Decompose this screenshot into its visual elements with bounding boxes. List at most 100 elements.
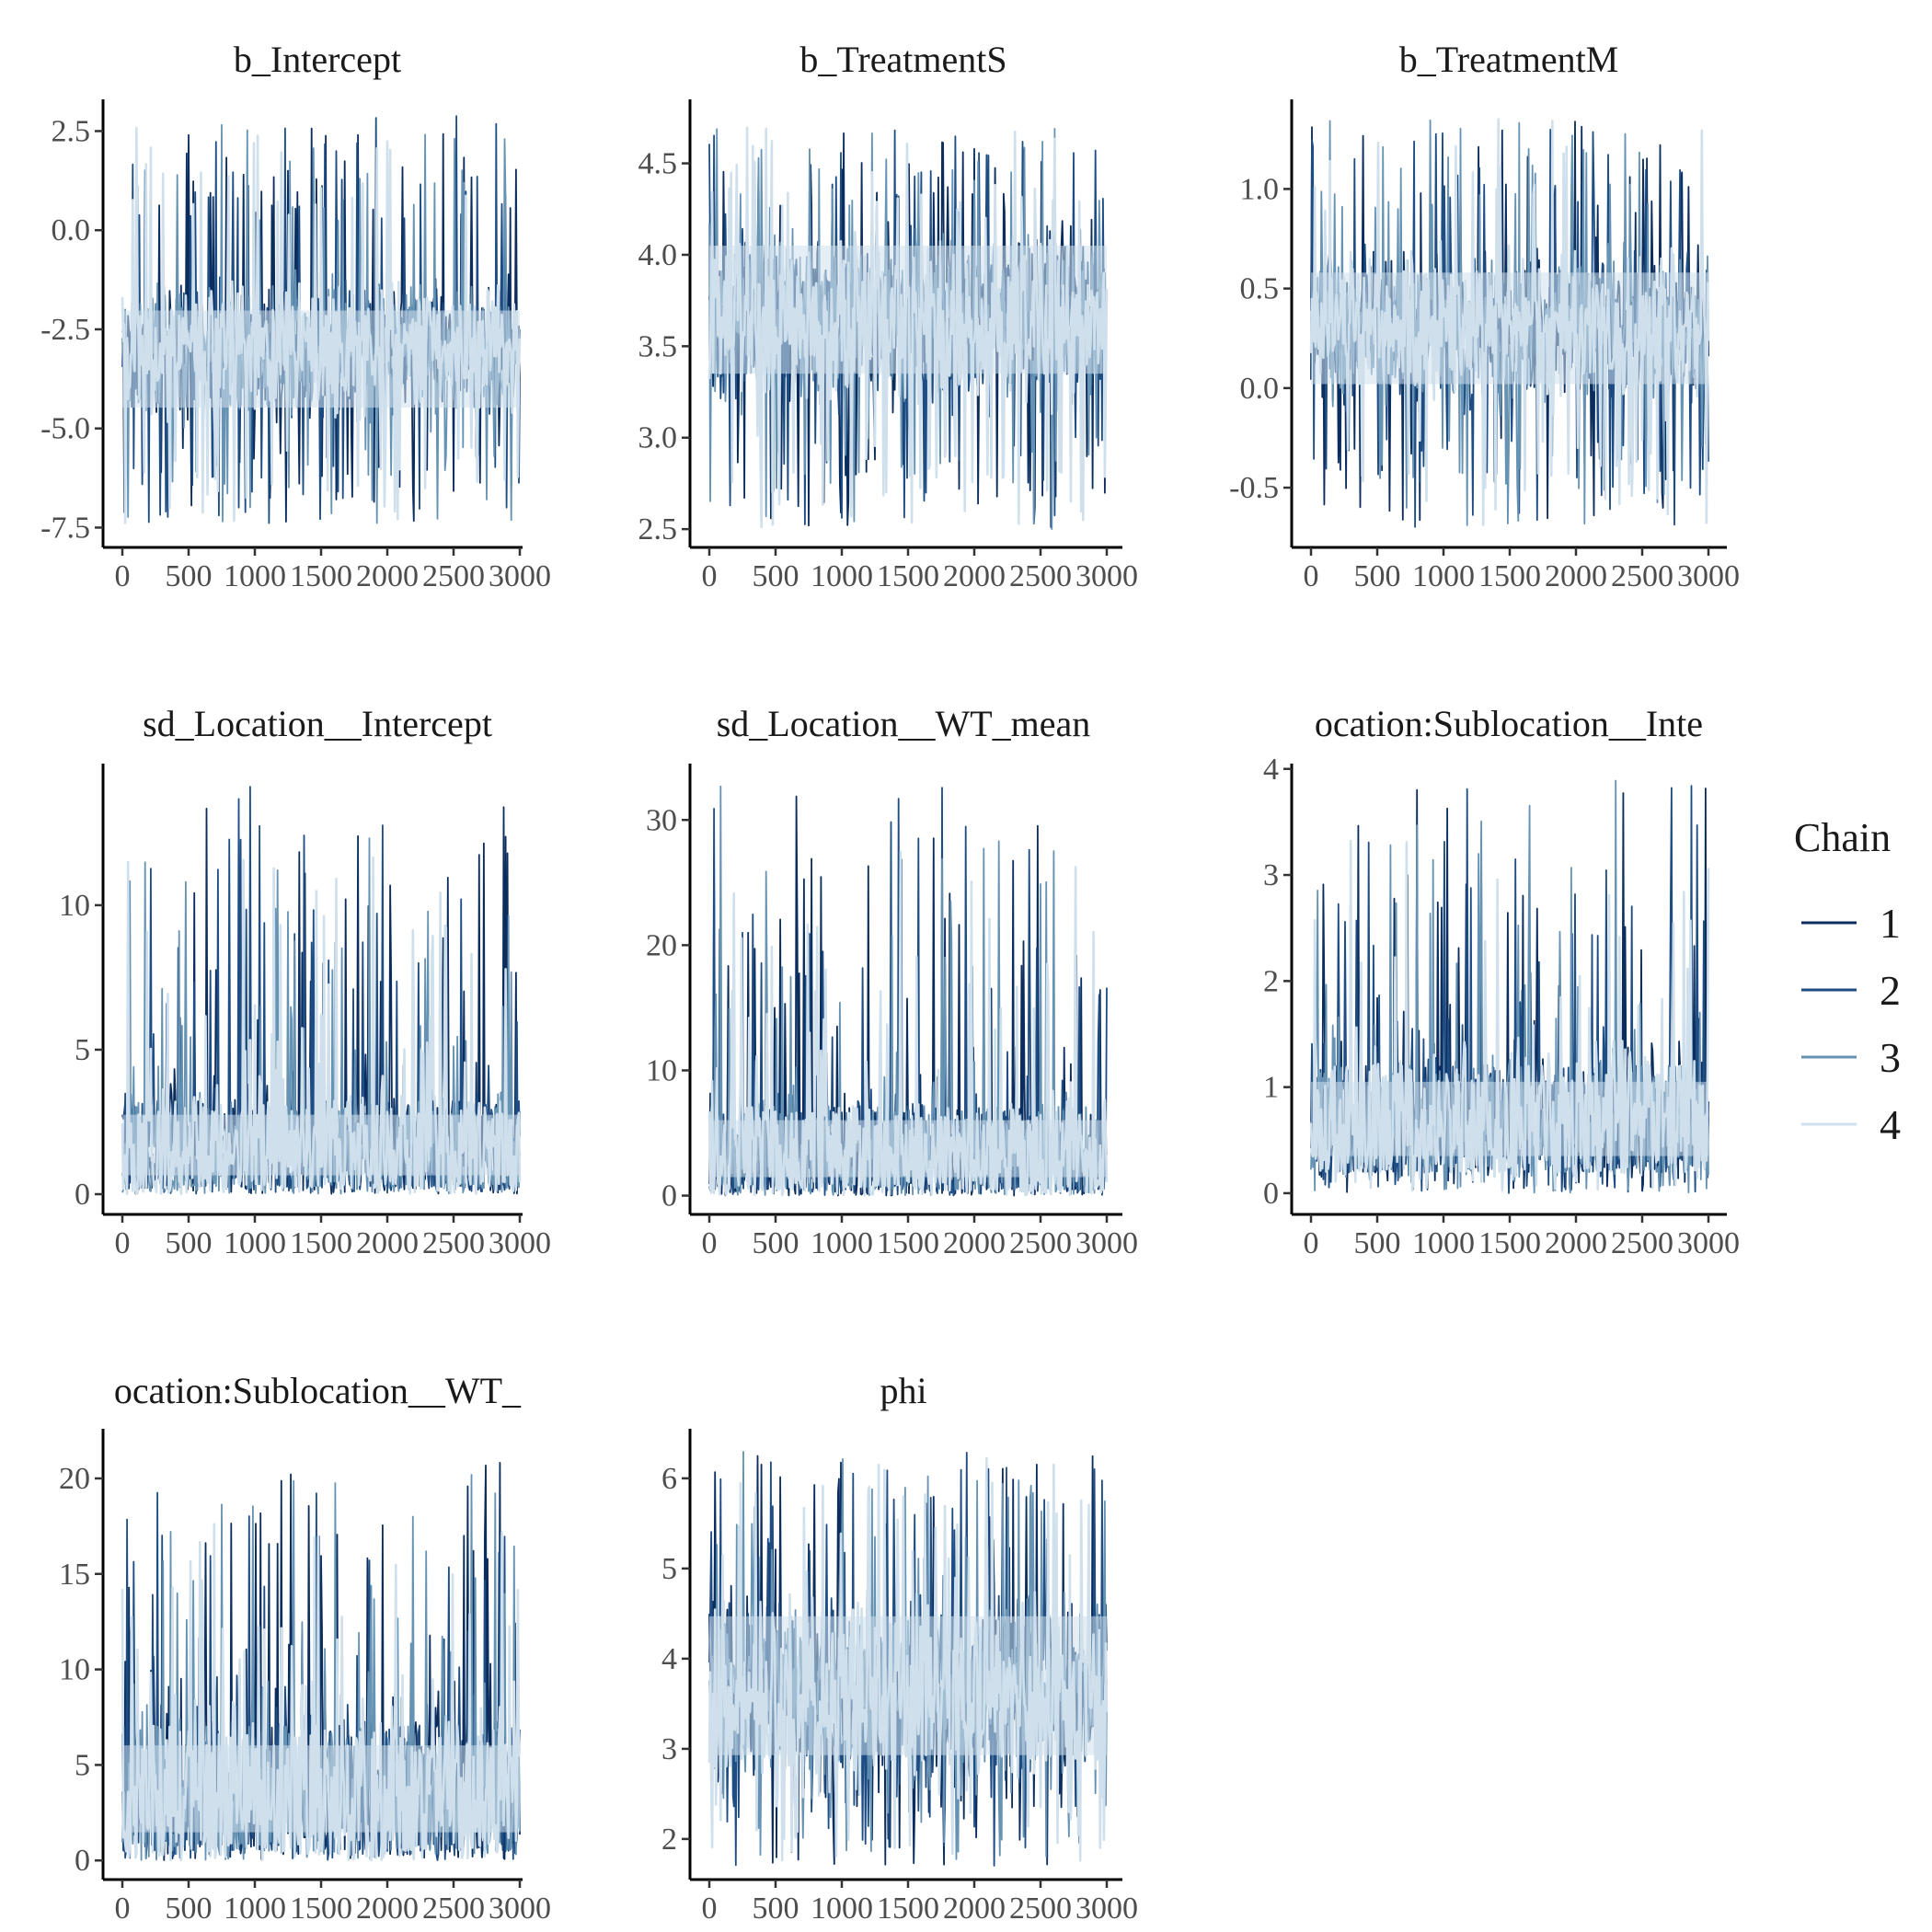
y-tick-label: -2.5	[40, 313, 90, 347]
y-tick-label: 2	[1263, 964, 1279, 998]
legend: Chain 1 2 3 4	[1794, 815, 1901, 1148]
y-tick-label: 3.5	[638, 329, 678, 363]
panels-layer: b_Intercept-7.5-5.0-2.50.02.50 500 1000 150…	[40, 39, 1740, 1926]
x-tick-label: 1000	[1412, 1226, 1475, 1260]
panel-title: ocation:Sublocation__WT_	[114, 1370, 522, 1411]
x-tick-label: 1000	[224, 559, 286, 593]
panel: phi 2 3 4 5 6 0 500 1000 1500 2000 2500 3000	[661, 1370, 1138, 1926]
x-tick-label: 0	[702, 559, 718, 593]
x-tick-label: 3000	[1075, 1892, 1138, 1926]
x-tick-label: 1500	[290, 1226, 352, 1260]
legend-label: 2	[1880, 967, 1901, 1014]
panel: sd_Location__Intercept 0 5 10 0 500 1000 1500 20…	[59, 703, 551, 1260]
x-tick-label: 500	[1354, 1226, 1401, 1260]
y-tick-label: 1.0	[1240, 172, 1280, 206]
y-tick-label: 5	[75, 1748, 90, 1782]
panel-title: b_Intercept	[234, 39, 401, 80]
y-tick-label: 1	[1263, 1071, 1279, 1105]
x-tick-label: 3000	[489, 1892, 551, 1926]
chain-4-density	[1311, 1081, 1708, 1156]
y-tick-label: 0	[1263, 1177, 1279, 1211]
y-tick-label: 3.0	[638, 421, 678, 455]
x-tick-label: 0	[1304, 559, 1319, 593]
x-tick-label: 2000	[943, 1226, 1006, 1260]
y-tick-label: 4.0	[638, 238, 678, 272]
x-tick-label: 500	[166, 1226, 213, 1260]
y-tick-label: 15	[59, 1558, 90, 1592]
chain-4-density	[122, 1745, 520, 1833]
x-tick-label: 3000	[1677, 1226, 1740, 1260]
x-tick-label: 500	[1354, 559, 1401, 593]
x-tick-label: 3000	[1075, 1226, 1138, 1260]
x-tick-label: 2500	[422, 1892, 485, 1926]
y-tick-label: 4	[661, 1642, 677, 1676]
chain-4-density	[709, 246, 1107, 374]
x-tick-label: 1500	[290, 1892, 352, 1926]
x-tick-label: 0	[702, 1892, 718, 1926]
x-tick-label: 2500	[1611, 1226, 1673, 1260]
y-tick-label: 20	[646, 928, 677, 962]
legend-title: Chain	[1794, 815, 1891, 860]
y-tick-label: -5.0	[40, 412, 90, 446]
y-tick-label: 5	[75, 1033, 90, 1067]
y-tick-label: 4.5	[638, 147, 678, 181]
y-tick-label: 0	[75, 1178, 90, 1212]
y-tick-label: 2.5	[638, 512, 678, 546]
y-tick-label: 0.0	[52, 213, 91, 247]
x-tick-label: 1500	[1478, 1226, 1541, 1260]
legend-label: 4	[1880, 1101, 1901, 1148]
x-tick-label: 500	[166, 1892, 213, 1926]
x-tick-label: 500	[753, 1892, 799, 1926]
chain-4-density	[709, 1616, 1107, 1755]
x-tick-label: 2000	[356, 1892, 419, 1926]
x-tick-label: 1500	[877, 1226, 939, 1260]
x-tick-label: 0	[702, 1226, 718, 1260]
x-tick-label: 1000	[224, 1892, 286, 1926]
y-tick-label: 3	[1263, 858, 1279, 892]
panel: b_TreatmentM -0.5 0.0 0.5 1.0 0 500 1000 1500 200…	[1229, 39, 1740, 593]
x-tick-label: 2500	[1009, 1226, 1072, 1260]
y-tick-label: 10	[646, 1053, 677, 1087]
y-tick-label: 2.5	[52, 114, 91, 148]
panel: b_Intercept -7.5 -5.0 -2.5 0.0 2.5 0 500 1000 150…	[40, 39, 551, 593]
trace-chain-3	[1310, 779, 1709, 1194]
x-tick-label: 2500	[422, 1226, 485, 1260]
chain-4-density	[122, 1114, 520, 1176]
y-tick-label: 20	[59, 1462, 90, 1496]
panel-title: sd_Location__Intercept	[143, 703, 492, 744]
y-tick-label: -0.5	[1229, 471, 1279, 505]
panel-title: sd_Location__WT_mean	[717, 703, 1091, 744]
y-tick-label: 0	[661, 1179, 677, 1213]
y-tick-label: 10	[59, 889, 90, 923]
y-tick-label: 0.0	[1240, 372, 1280, 406]
x-tick-label: 2000	[356, 1226, 419, 1260]
x-tick-label: 1500	[877, 559, 939, 593]
x-tick-label: 3000	[1677, 559, 1740, 593]
y-tick-label: 0	[75, 1844, 90, 1878]
x-tick-label: 1000	[811, 559, 873, 593]
x-tick-label: 2000	[943, 559, 1006, 593]
x-tick-label: 3000	[489, 1226, 551, 1260]
x-tick-label: 3000	[489, 559, 551, 593]
legend-label: 3	[1880, 1034, 1901, 1081]
panel: ocation:Sublocation__Inte 0 1 2 3 4 0 500 1000 15…	[1263, 703, 1740, 1260]
x-tick-label: 1000	[1412, 559, 1475, 593]
chain-4-density	[709, 1120, 1107, 1178]
x-tick-label: 1000	[811, 1892, 873, 1926]
panel-title: b_TreatmentS	[799, 39, 1006, 80]
y-tick-label: 4	[1263, 753, 1279, 787]
panel-title: phi	[880, 1370, 926, 1411]
x-tick-label: 500	[166, 559, 213, 593]
x-tick-label: 2000	[356, 559, 419, 593]
x-tick-label: 0	[115, 1892, 131, 1926]
chain-4-density	[1311, 272, 1708, 385]
x-tick-label: 3000	[1075, 559, 1138, 593]
chain-4-density	[122, 310, 520, 408]
x-tick-label: 500	[753, 1226, 799, 1260]
y-tick-label: 30	[646, 803, 677, 837]
x-tick-label: 2000	[1545, 1226, 1607, 1260]
x-tick-label: 1500	[877, 1892, 939, 1926]
